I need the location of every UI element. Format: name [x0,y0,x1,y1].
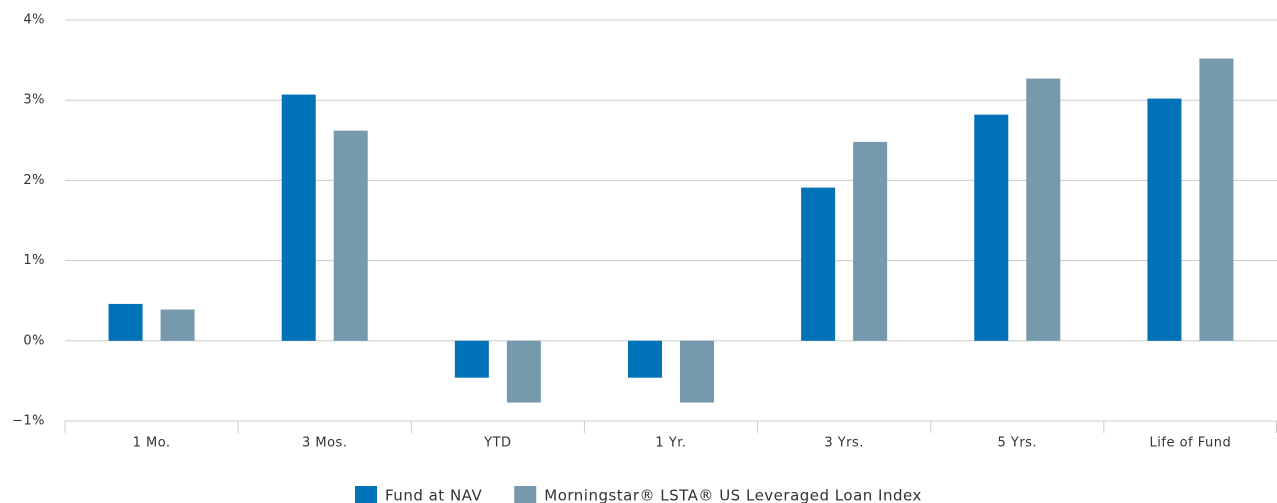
bar [333,130,368,341]
x-tick-label: YTD [483,436,511,451]
bar [680,340,714,403]
bar [1026,78,1061,341]
x-tick-label: 3 Mos. [302,436,347,451]
x-tick-label: 1 Mo. [133,436,171,451]
bar [281,94,316,341]
bar [1199,58,1234,341]
bar [1147,98,1182,341]
y-tick-label: 3% [23,93,45,108]
legend-label: Morningstar® LSTA® US Leveraged Loan Ind… [544,487,922,503]
bar [853,141,888,341]
bar [506,340,541,403]
x-tick-label: 1 Yr. [655,436,686,451]
y-tick-label: 0% [23,333,45,348]
bar [628,340,662,378]
bar [454,340,489,378]
y-tick-label: −1% [12,414,45,429]
bar [974,114,1009,341]
y-tick-label: 4% [23,13,45,28]
bar [108,303,143,341]
y-tick-label: 2% [23,173,45,188]
bar [160,309,195,341]
x-tick-label: Life of Fund [1150,436,1232,451]
x-tick-label: 3 Yrs. [824,436,864,451]
legend-swatch [514,486,537,503]
legend-swatch [355,486,377,503]
legend-label: Fund at NAV [385,487,482,503]
bar [801,187,836,341]
x-tick-label: 5 Yrs. [997,436,1037,451]
y-tick-label: 1% [23,253,45,268]
